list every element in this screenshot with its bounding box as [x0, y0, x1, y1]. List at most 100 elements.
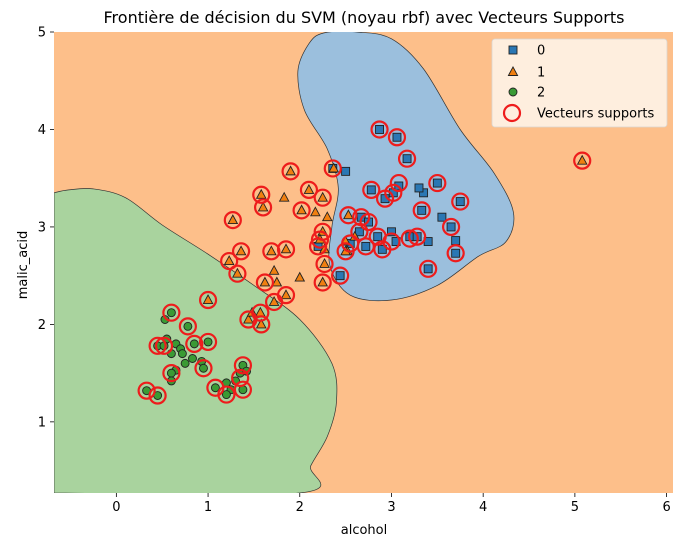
support-vector-ring [223, 211, 242, 230]
point-class-0 [437, 212, 447, 222]
point-class-0 [392, 132, 402, 142]
point-class-2 [221, 390, 231, 400]
legend: 0 1 2 Vecteurs supports [491, 38, 668, 128]
x-tick-label: 5 [571, 500, 579, 515]
y-tick-label: 2 [38, 318, 46, 333]
point-class-0 [414, 183, 424, 193]
legend-marker-support-vectors [502, 103, 522, 123]
support-vector-ring [162, 303, 181, 322]
support-vector-ring [359, 212, 378, 232]
point-class-1 [271, 276, 283, 287]
point-class-2 [203, 337, 213, 347]
support-vector-ring [228, 264, 247, 283]
support-vector-ring [350, 222, 369, 241]
point-class-1 [294, 271, 306, 282]
y-axis: 1 2 3 4 5 [38, 26, 54, 430]
support-vector-ring [262, 242, 281, 261]
support-vector-ring [451, 192, 470, 211]
legend-marker-1 [507, 66, 519, 76]
support-vector-ring [252, 185, 271, 204]
point-class-1 [278, 191, 290, 202]
support-vector-ring [217, 385, 236, 404]
point-class-0 [375, 125, 384, 134]
legend-label-2: 2 [537, 86, 545, 101]
point-class-1 [255, 318, 267, 329]
y-tick-label: 4 [38, 123, 46, 138]
support-vector-ring [231, 242, 251, 261]
x-tick-label: 3 [387, 500, 395, 515]
support-vector-ring [220, 251, 239, 271]
support-vector-ring [162, 364, 181, 383]
point-class-0 [402, 154, 412, 164]
support-vector-ring [573, 151, 592, 170]
support-vector-ring [370, 120, 389, 139]
legend-marker-2 [508, 87, 518, 97]
support-vector-ring [375, 189, 395, 208]
support-vector-ring [198, 290, 218, 310]
point-class-0 [366, 185, 376, 195]
point-class-1 [328, 162, 340, 173]
legend-label-1: 1 [537, 66, 545, 81]
point-class-1 [259, 276, 271, 287]
point-class-0 [419, 188, 429, 198]
point-class-0 [417, 205, 427, 215]
support-vectors [137, 120, 592, 405]
support-vector-ring [336, 242, 355, 261]
support-vector-ring [292, 201, 311, 220]
point-class-0 [341, 166, 351, 176]
chart-title: Frontière de décision du SVM (noyau rbf)… [104, 8, 625, 27]
point-class-1 [280, 243, 292, 254]
support-vector-ring [137, 381, 156, 400]
point-class-2 [177, 349, 187, 359]
point-class-1 [227, 214, 239, 225]
support-vector-ring [331, 266, 350, 285]
point-class-1 [576, 154, 588, 165]
x-tick-label: 0 [112, 500, 120, 515]
point-class-0 [432, 178, 442, 188]
point-class-0 [423, 264, 433, 274]
point-class-1 [343, 209, 354, 220]
support-vector-ring [148, 336, 167, 355]
point-class-0 [455, 197, 465, 207]
support-vector-ring [397, 149, 417, 168]
support-vector-ring [400, 229, 419, 248]
support-vector-ring [148, 386, 167, 405]
x-tick-label: 6 [662, 500, 670, 515]
support-vector-ring [339, 206, 358, 225]
point-class-2 [166, 308, 176, 318]
support-vector-ring [323, 159, 342, 178]
point-class-1 [232, 267, 243, 278]
legend-box [491, 38, 668, 128]
point-class-1 [285, 165, 296, 176]
point-class-1 [255, 188, 267, 199]
support-vector-ring [231, 368, 250, 388]
point-class-1 [310, 206, 321, 217]
point-class-2 [210, 383, 220, 393]
point-class-2 [183, 321, 193, 331]
point-class-1 [317, 276, 329, 287]
support-vector-ring [178, 317, 197, 336]
support-vector-ring [313, 273, 332, 292]
y-axis-label: malic_acid [16, 231, 31, 299]
support-vector-ring [441, 217, 461, 237]
point-class-2 [199, 363, 208, 373]
support-vector-ring [194, 359, 213, 378]
x-tick-label: 1 [204, 500, 212, 515]
point-class-2 [189, 339, 199, 349]
point-class-1 [265, 245, 277, 256]
point-class-0 [373, 232, 383, 242]
point-class-1 [296, 204, 307, 215]
support-vector-ring [387, 128, 407, 147]
x-tick-label: 2 [296, 500, 304, 515]
support-vector-ring [419, 259, 438, 278]
point-class-0 [446, 222, 456, 232]
support-vector-ring [313, 222, 332, 241]
support-vector-ring [239, 310, 258, 329]
support-vector-ring [233, 356, 253, 375]
support-vector-ring [313, 188, 332, 207]
legend-label-support-vectors: Vecteurs supports [537, 107, 655, 122]
support-vector-ring [362, 180, 381, 199]
support-vector-ring [154, 336, 174, 355]
x-axis: 0 1 2 3 4 5 6 [112, 493, 671, 515]
support-vector-ring [198, 332, 218, 352]
